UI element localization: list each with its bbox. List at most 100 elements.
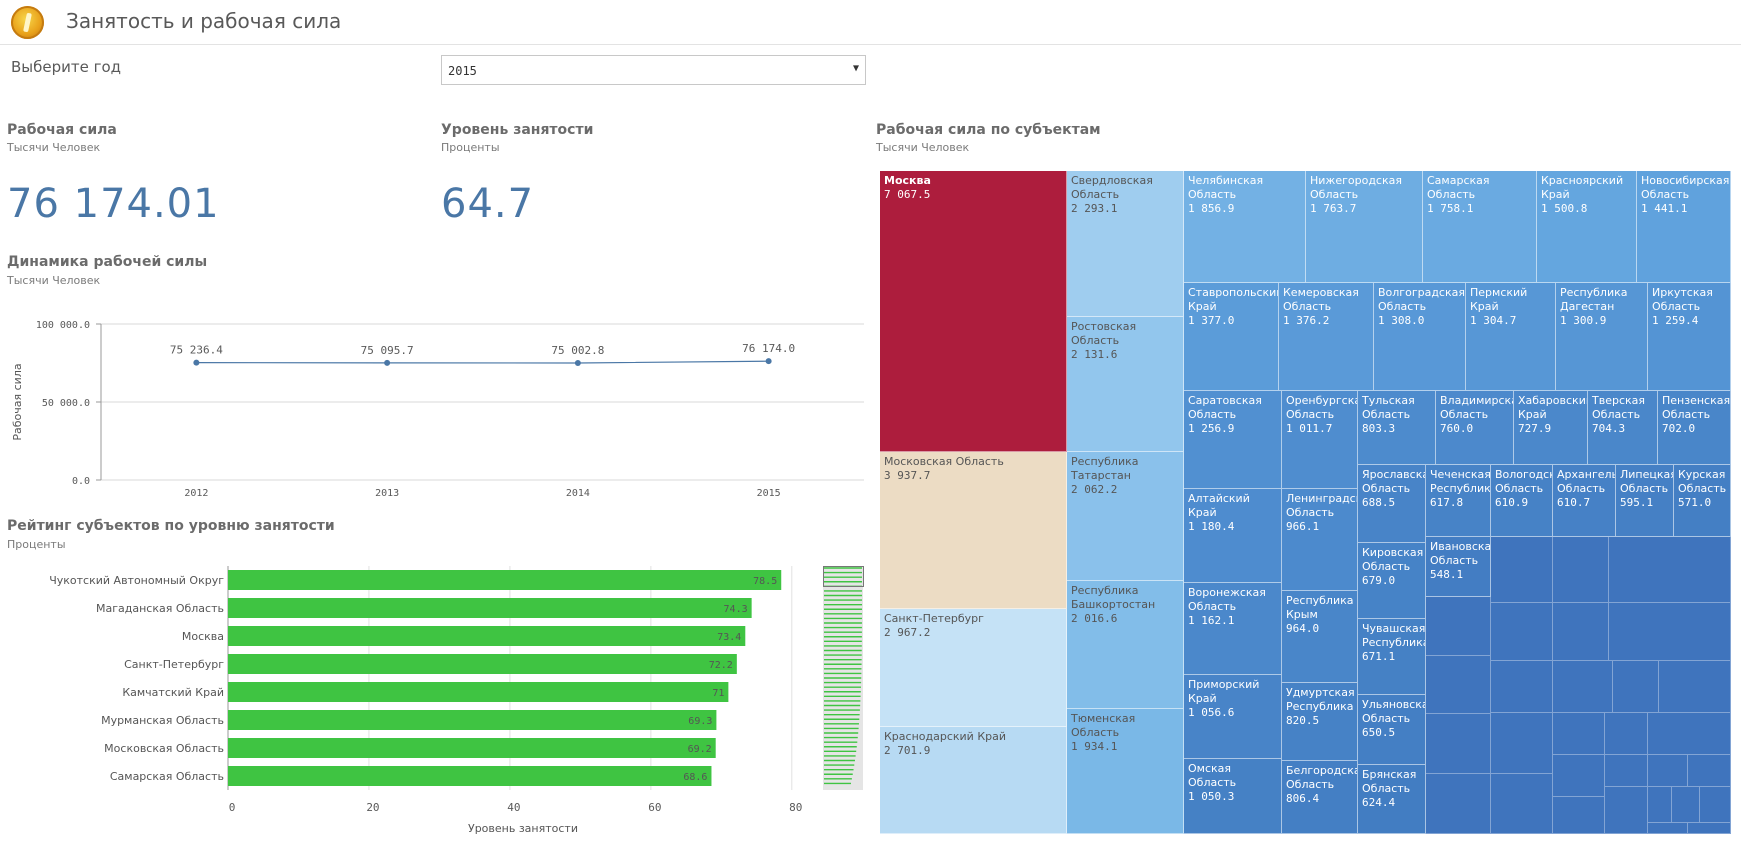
treemap-cell[interactable] bbox=[1426, 774, 1491, 834]
treemap-cell[interactable] bbox=[1553, 755, 1605, 797]
treemap-cell[interactable]: Кемеровская Область 1 376.2 bbox=[1279, 283, 1374, 391]
treemap-cell[interactable]: Кировская Область 679.0 bbox=[1358, 543, 1426, 619]
treemap-cell[interactable]: Нижегородская Область 1 763.7 bbox=[1306, 171, 1423, 283]
category-label: Московская Область bbox=[104, 742, 224, 755]
treemap-cell[interactable] bbox=[1672, 787, 1700, 823]
treemap-cell[interactable] bbox=[1648, 787, 1672, 823]
line-chart[interactable]: 100 000.0 50 000.0 0.0 Рабочая сила 75 236.4… bbox=[0, 300, 870, 505]
treemap-cell[interactable] bbox=[1553, 603, 1609, 661]
treemap-cell[interactable]: Омская Область 1 050.3 bbox=[1184, 759, 1282, 834]
treemap-cell[interactable] bbox=[1553, 537, 1609, 603]
treemap-cell[interactable] bbox=[1426, 597, 1491, 656]
treemap-cell-value: 806.4 bbox=[1286, 792, 1320, 805]
treemap-cell-value: 1 304.7 bbox=[1470, 314, 1517, 327]
treemap-cell[interactable] bbox=[1688, 755, 1731, 787]
treemap-cell[interactable]: Московская Область 3 937.7 bbox=[880, 452, 1067, 609]
treemap-cell[interactable]: Москва 7 067.5 bbox=[880, 171, 1067, 452]
treemap-cell[interactable]: Свердловская Область 2 293.1 bbox=[1067, 171, 1184, 317]
treemap-cell-name: Новосибирская Область bbox=[1641, 174, 1730, 201]
treemap-cell[interactable] bbox=[1553, 661, 1613, 713]
treemap-cell[interactable] bbox=[1426, 714, 1491, 774]
treemap-cell[interactable]: Краснодарский Край 2 701.9 bbox=[880, 727, 1067, 834]
treemap-cell-value: 688.5 bbox=[1362, 496, 1396, 509]
treemap-title: Рабочая сила по субъектам bbox=[876, 122, 1101, 138]
kpi-employment-unit: Проценты bbox=[441, 141, 500, 154]
treemap-cell[interactable]: Ставропольский Край 1 377.0 bbox=[1184, 283, 1279, 391]
treemap-cell[interactable]: Приморский Край 1 056.6 bbox=[1184, 675, 1282, 759]
dropdown-arrow-icon[interactable]: ▼ bbox=[852, 63, 859, 74]
bar bbox=[228, 738, 716, 758]
treemap-cell[interactable] bbox=[1648, 823, 1688, 834]
bar bbox=[228, 626, 746, 646]
y-tick-label: 0.0 bbox=[72, 476, 90, 487]
treemap-cell[interactable]: Санкт-Петербург 2 967.2 bbox=[880, 609, 1067, 727]
treemap-cell-value: 1 763.7 bbox=[1310, 202, 1357, 215]
treemap-cell[interactable] bbox=[1648, 713, 1731, 755]
treemap-cell[interactable] bbox=[1605, 787, 1648, 834]
treemap-cell-name: Оренбургская Область bbox=[1286, 394, 1357, 421]
treemap-cell[interactable] bbox=[1491, 774, 1553, 834]
treemap-cell[interactable]: Липецкая Область 595.1 bbox=[1616, 465, 1674, 537]
treemap-cell[interactable] bbox=[1613, 661, 1659, 713]
treemap-cell[interactable]: Алтайский Край 1 180.4 bbox=[1184, 489, 1282, 583]
treemap-cell-name: Белгородская Область bbox=[1286, 764, 1357, 791]
treemap-cell[interactable]: Ростовская Область 2 131.6 bbox=[1067, 317, 1184, 452]
treemap-cell[interactable]: Удмуртская Республика 820.5 bbox=[1282, 683, 1358, 761]
treemap-cell[interactable]: Челябинская Область 1 856.9 bbox=[1184, 171, 1306, 283]
treemap-cell[interactable] bbox=[1659, 661, 1731, 713]
treemap[interactable]: Москва 7 067.5 Московская Область 3 937.7 Са… bbox=[880, 171, 1731, 834]
treemap-cell[interactable]: Хабаровский Край 727.9 bbox=[1514, 391, 1588, 465]
treemap-cell[interactable] bbox=[1553, 797, 1605, 834]
treemap-cell[interactable] bbox=[1688, 823, 1731, 834]
treemap-cell[interactable] bbox=[1491, 537, 1553, 603]
treemap-cell[interactable] bbox=[1553, 713, 1605, 755]
bar-chart-unit: Проценты bbox=[7, 538, 66, 551]
treemap-cell-value: 671.1 bbox=[1362, 650, 1396, 663]
year-select[interactable]: 2015 ▼ bbox=[441, 55, 866, 85]
treemap-cell[interactable]: Республика Башкортостан 2 016.6 bbox=[1067, 581, 1184, 709]
treemap-cell[interactable]: Тульская Область 803.3 bbox=[1358, 391, 1436, 465]
treemap-cell[interactable]: Брянская Область 624.4 bbox=[1358, 765, 1426, 834]
treemap-cell[interactable]: Тверская Область 704.3 bbox=[1588, 391, 1658, 465]
treemap-cell[interactable]: Республика Крым 964.0 bbox=[1282, 591, 1358, 683]
category-label: Магаданская Область bbox=[96, 602, 224, 615]
treemap-cell[interactable]: Курская Область 571.0 bbox=[1674, 465, 1731, 537]
treemap-cell[interactable]: Тюменская Область 1 934.1 bbox=[1067, 709, 1184, 834]
treemap-cell[interactable]: Новосибирская Область 1 441.1 bbox=[1637, 171, 1731, 283]
treemap-cell-name: Тульская Область bbox=[1362, 394, 1415, 421]
treemap-cell[interactable]: Республика Татарстан 2 062.2 bbox=[1067, 452, 1184, 581]
bar-chart[interactable]: 0 20 40 60 80 Уровень занятости Чукотский Авто… bbox=[0, 555, 870, 846]
bar-chart-scrollbar[interactable] bbox=[823, 566, 864, 790]
treemap-cell[interactable] bbox=[1609, 537, 1731, 603]
treemap-cell[interactable]: Волгоградская Область 1 308.0 bbox=[1374, 283, 1466, 391]
treemap-cell[interactable] bbox=[1491, 661, 1553, 713]
treemap-cell[interactable]: Иркутская Область 1 259.4 bbox=[1648, 283, 1731, 391]
treemap-cell[interactable] bbox=[1491, 603, 1553, 661]
treemap-cell[interactable]: Самарская Область 1 758.1 bbox=[1423, 171, 1537, 283]
treemap-cell[interactable] bbox=[1648, 755, 1688, 787]
treemap-cell[interactable] bbox=[1700, 787, 1731, 823]
treemap-cell[interactable]: Пензенская Область 702.0 bbox=[1658, 391, 1731, 465]
treemap-cell[interactable]: Чеченская Республика 617.8 bbox=[1426, 465, 1491, 537]
treemap-cell[interactable] bbox=[1609, 603, 1731, 661]
treemap-cell[interactable] bbox=[1491, 713, 1553, 774]
treemap-cell[interactable]: Воронежская Область 1 162.1 bbox=[1184, 583, 1282, 675]
treemap-cell-name: Кемеровская Область bbox=[1283, 286, 1359, 313]
treemap-cell[interactable]: Пермский Край 1 304.7 bbox=[1466, 283, 1556, 391]
treemap-cell[interactable]: Красноярский Край 1 500.8 bbox=[1537, 171, 1637, 283]
treemap-cell[interactable] bbox=[1605, 713, 1648, 755]
treemap-cell[interactable]: Республика Дагестан 1 300.9 bbox=[1556, 283, 1648, 391]
treemap-cell[interactable] bbox=[1426, 656, 1491, 714]
treemap-cell[interactable]: Чувашская Республика 671.1 bbox=[1358, 619, 1426, 695]
treemap-cell[interactable]: Саратовская Область 1 256.9 bbox=[1184, 391, 1282, 489]
treemap-cell[interactable] bbox=[1605, 755, 1648, 787]
